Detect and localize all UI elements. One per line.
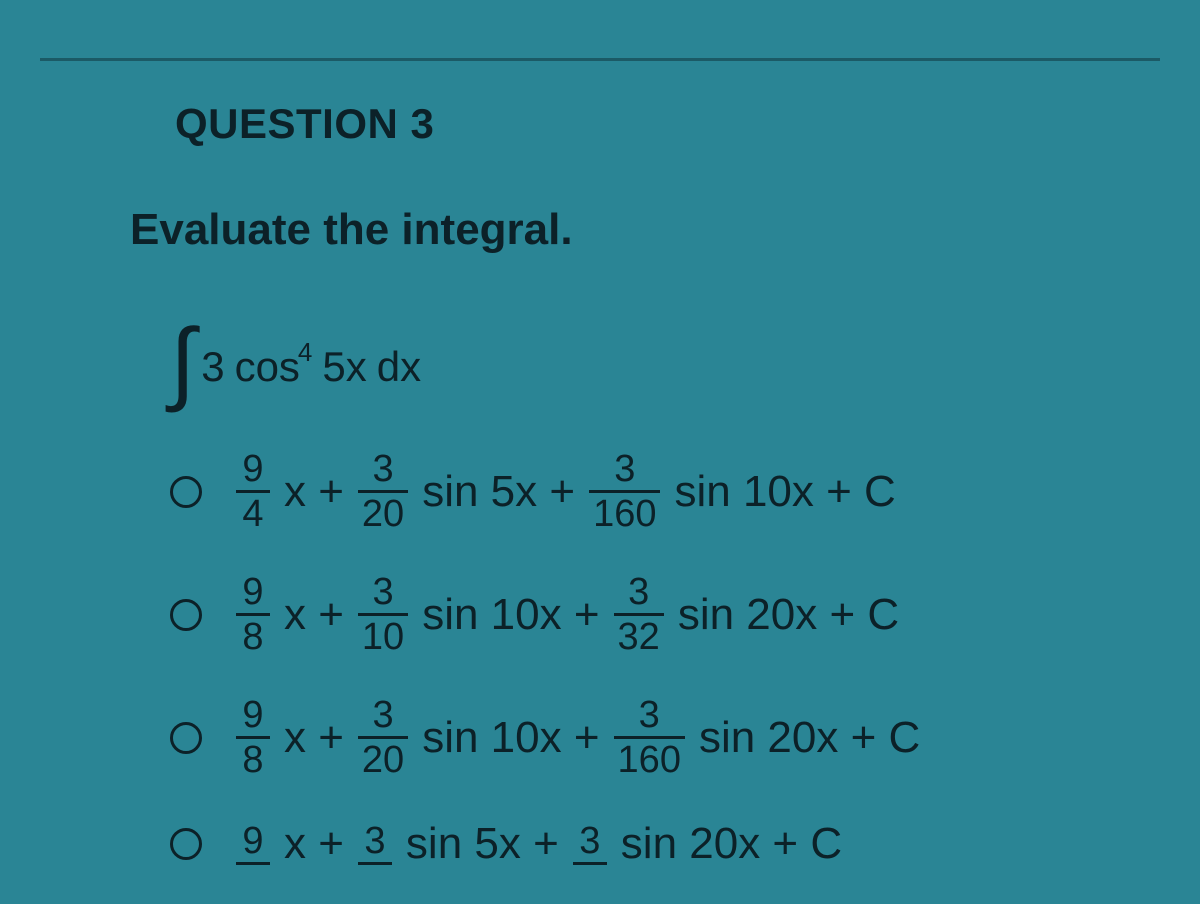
fraction: 3 10 <box>358 573 408 656</box>
fraction: 3 20 <box>358 450 408 533</box>
fraction: 9 8 <box>236 573 270 656</box>
fraction-num: 3 <box>610 450 639 488</box>
answer-option[interactable]: 9 8 x + 3 20 sin 10x + 3 160 sin 20x + C <box>170 696 928 779</box>
fraction-bar <box>573 862 607 865</box>
expr-text: sin 10x + <box>422 590 599 640</box>
expr-text: sin 10x + <box>422 713 599 763</box>
answer-options: 9 4 x + 3 20 sin 5x + 3 160 sin 10x + C <box>170 450 928 869</box>
expr-text: sin 5x + <box>422 467 575 517</box>
integral-arg: 5x <box>322 343 366 391</box>
fraction-num: 9 <box>238 573 267 611</box>
fraction-num: 9 <box>238 450 267 488</box>
fraction-num: 3 <box>575 822 604 860</box>
fraction: 3 <box>358 822 392 867</box>
integral-sign-icon: ∫ <box>170 326 195 400</box>
fraction-den: 10 <box>358 618 408 656</box>
question-page: QUESTION 3 Evaluate the integral. ∫ 3 co… <box>0 0 1200 904</box>
fraction-num: 9 <box>238 696 267 734</box>
fraction-den: 160 <box>614 741 685 779</box>
fraction-num: 3 <box>635 696 664 734</box>
fraction-bar <box>236 862 270 865</box>
fraction-num: 3 <box>368 573 397 611</box>
fraction-den: 8 <box>238 618 267 656</box>
fraction-den: 20 <box>358 741 408 779</box>
expr-text: sin 20x + C <box>678 590 899 640</box>
integral-expression: ∫ 3 cos 4 5x dx <box>170 330 421 404</box>
fraction: 9 4 <box>236 450 270 533</box>
fraction-den: 20 <box>358 495 408 533</box>
fraction: 3 160 <box>589 450 660 533</box>
expr-text: x + <box>284 467 344 517</box>
fraction-num: 3 <box>368 696 397 734</box>
expr-text: x + <box>284 590 344 640</box>
fraction: 9 <box>236 822 270 867</box>
option-expression: 9 8 x + 3 10 sin 10x + 3 32 sin 20x + C <box>230 573 907 656</box>
question-prompt: Evaluate the integral. <box>130 205 573 255</box>
integral-power: 4 <box>298 337 312 368</box>
answer-option[interactable]: 9 4 x + 3 20 sin 5x + 3 160 sin 10x + C <box>170 450 928 533</box>
integral-dx: dx <box>377 343 421 391</box>
fraction-num: 3 <box>368 450 397 488</box>
fraction-den: 4 <box>238 495 267 533</box>
expr-text: sin 20x + C <box>621 819 842 869</box>
fraction: 3 32 <box>614 573 664 656</box>
integral-coef: 3 <box>201 343 224 391</box>
integral-func: cos <box>235 343 300 391</box>
expr-text: sin 10x + C <box>674 467 895 517</box>
question-title: QUESTION 3 <box>175 100 434 148</box>
fraction-den: 160 <box>589 495 660 533</box>
answer-option[interactable]: 9 8 x + 3 10 sin 10x + 3 32 sin 20x + C <box>170 573 928 656</box>
fraction-den: 32 <box>614 618 664 656</box>
radio-icon[interactable] <box>170 476 202 508</box>
fraction-bar <box>358 862 392 865</box>
option-expression: 9 8 x + 3 20 sin 10x + 3 160 sin 20x + C <box>230 696 928 779</box>
option-expression: 9 4 x + 3 20 sin 5x + 3 160 sin 10x + C <box>230 450 904 533</box>
fraction-num: 3 <box>360 822 389 860</box>
radio-icon[interactable] <box>170 722 202 754</box>
option-expression: 9 x + 3 sin 5x + 3 sin 20x + C <box>230 819 850 869</box>
expr-text: sin 20x + C <box>699 713 920 763</box>
horizontal-rule <box>40 58 1160 61</box>
radio-icon[interactable] <box>170 599 202 631</box>
expr-text: sin 5x + <box>406 819 559 869</box>
fraction: 3 160 <box>614 696 685 779</box>
fraction: 3 <box>573 822 607 867</box>
radio-icon[interactable] <box>170 828 202 860</box>
fraction-den: 8 <box>238 741 267 779</box>
fraction: 9 8 <box>236 696 270 779</box>
fraction: 3 20 <box>358 696 408 779</box>
answer-option[interactable]: 9 x + 3 sin 5x + 3 sin 20x + C <box>170 819 928 869</box>
fraction-num: 9 <box>238 822 267 860</box>
expr-text: x + <box>284 713 344 763</box>
fraction-num: 3 <box>624 573 653 611</box>
expr-text: x + <box>284 819 344 869</box>
